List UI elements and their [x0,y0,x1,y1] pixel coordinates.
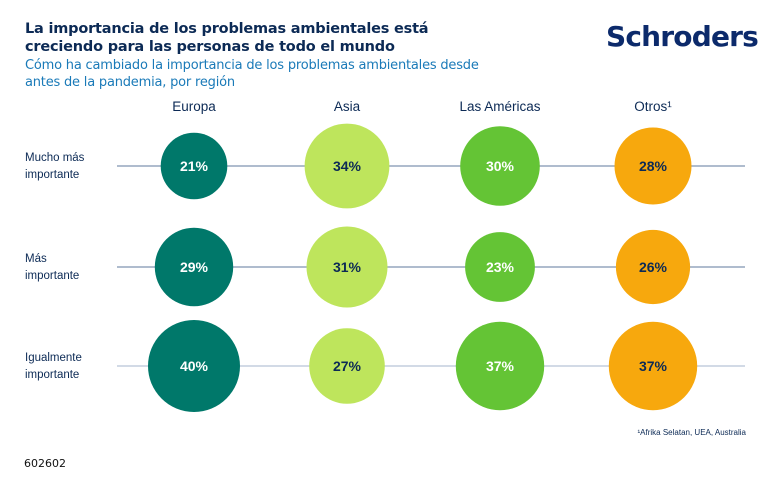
bubble-value-label: 30% [486,158,515,174]
document-code: 602602 [24,457,66,470]
row-label: importante [25,169,79,181]
row-labels: Mucho más importante Más importante Igualmen… [25,152,85,381]
bubble [608,321,698,411]
row-label: Mucho más [25,152,85,164]
bubble [309,328,385,404]
column-label: Otros¹ [634,99,672,114]
row-label: importante [25,369,79,381]
bubble-value-label: 29% [180,259,209,275]
footnote: ¹Afrika Selatan, UEA, Australia [637,428,747,437]
bubble [304,123,390,209]
schroders-logo: Schroders [606,20,759,53]
bubble-value-label: 31% [333,259,362,275]
bubble-value-label: 21% [180,158,209,174]
bubble-value-label: 37% [486,358,515,374]
bubble [154,227,234,307]
bubble [614,127,692,205]
row-label: importante [25,270,79,282]
bubble [465,232,535,302]
chart-subtitle: Cómo ha cambiado la importancia de los p… [25,58,479,90]
bubble [455,321,545,411]
bubble-value-label: 37% [639,358,668,374]
bubbles: 21% 29% 40% 34% 31% 27% 30% 23% 37% 28% 26% 37% [148,123,698,412]
bubble-value-label: 23% [486,259,515,275]
bubble [160,132,228,200]
column-label: Las Américas [459,99,540,114]
bubble-value-label: 34% [333,158,362,174]
bubble-value-label: 40% [180,358,209,374]
bubble-value-label: 26% [639,259,668,275]
bubble [460,126,540,206]
chart-title: La importancia de los problemas ambienta… [25,21,429,55]
row-label: Igualmente [25,352,82,364]
column-labels: Europa Asia Las Américas Otros¹ [172,99,672,114]
bubble [306,226,388,308]
bubble [148,320,240,412]
row-label: Más [25,253,47,265]
bubble-value-label: 27% [333,358,362,374]
column-label: Europa [172,99,216,114]
bubble [615,229,691,305]
column-label: Asia [334,99,361,114]
bubble-value-label: 28% [639,158,668,174]
